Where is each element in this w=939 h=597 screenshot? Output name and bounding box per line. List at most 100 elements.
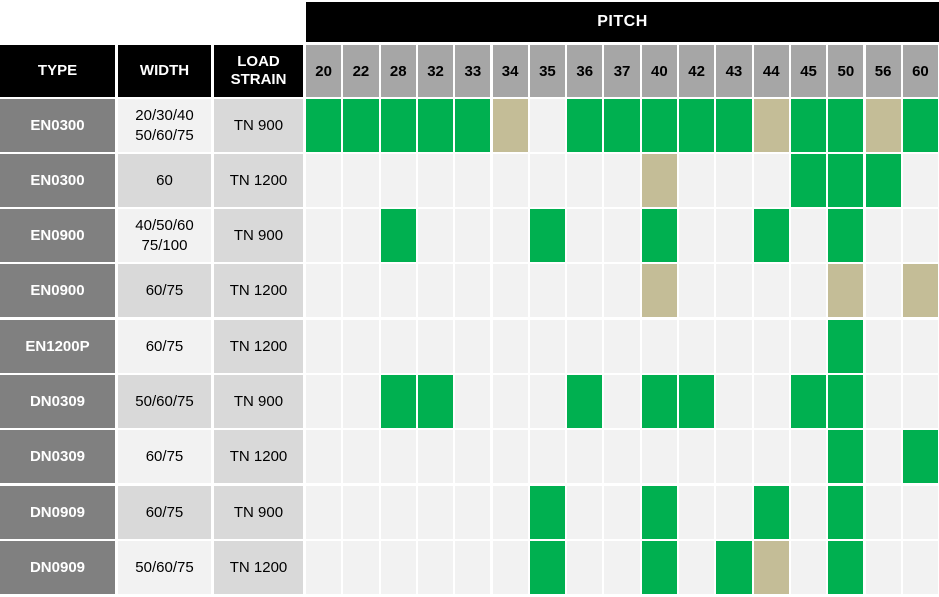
empty-cell	[865, 264, 901, 317]
empty-cell	[604, 430, 640, 483]
green-cell	[380, 99, 416, 152]
load-strain-cell: TN 1200	[214, 320, 303, 373]
empty-cell	[380, 154, 416, 207]
empty-cell	[455, 154, 491, 207]
load-strain-cell: TN 1200	[214, 541, 303, 594]
width-cell: 60/75	[118, 486, 211, 539]
empty-cell	[790, 430, 827, 483]
green-cell	[828, 486, 864, 539]
type-header: TYPE	[0, 45, 115, 97]
empty-cell	[455, 209, 491, 262]
green-cell	[828, 430, 864, 483]
type-cell: DN0909	[0, 486, 115, 539]
width-value: 75/100	[141, 236, 188, 254]
green-cell	[417, 99, 454, 152]
empty-cell	[343, 541, 379, 594]
green-cell	[567, 375, 603, 428]
empty-cell	[529, 99, 566, 152]
tan-cell	[753, 541, 789, 594]
empty-cell	[753, 430, 789, 483]
empty-cell	[679, 541, 715, 594]
pitch-header-40: 40	[641, 45, 677, 97]
empty-cell	[604, 320, 640, 373]
empty-cell	[343, 264, 379, 317]
width-cell: 60	[118, 154, 211, 207]
width-cell: 60/75	[118, 264, 211, 317]
empty-cell	[529, 320, 566, 373]
empty-cell	[492, 375, 528, 428]
empty-cell	[790, 541, 827, 594]
empty-cell	[306, 375, 342, 428]
empty-cell	[679, 154, 715, 207]
type-cell: DN0309	[0, 375, 115, 428]
empty-cell	[306, 541, 342, 594]
green-cell	[417, 375, 454, 428]
empty-cell	[492, 430, 528, 483]
green-cell	[380, 375, 416, 428]
load-strain-cell: TN 900	[214, 99, 303, 152]
empty-cell	[529, 264, 566, 317]
empty-cell	[417, 430, 454, 483]
empty-cell	[417, 486, 454, 539]
green-cell	[716, 541, 752, 594]
tan-cell	[753, 99, 789, 152]
green-cell	[828, 320, 864, 373]
pitch-header-45: 45	[790, 45, 827, 97]
width-value: 60/75	[145, 503, 184, 521]
green-cell	[567, 99, 603, 152]
green-cell	[828, 209, 864, 262]
empty-cell	[567, 430, 603, 483]
green-cell	[828, 541, 864, 594]
empty-cell	[455, 430, 491, 483]
empty-cell	[492, 541, 528, 594]
empty-cell	[417, 264, 454, 317]
green-cell	[455, 99, 491, 152]
pitch-header-34: 34	[492, 45, 528, 97]
type-cell: EN0300	[0, 99, 115, 152]
empty-cell	[641, 430, 677, 483]
empty-cell	[306, 154, 342, 207]
empty-cell	[380, 541, 416, 594]
load-label: LOAD	[237, 53, 280, 70]
type-cell: EN0900	[0, 209, 115, 262]
load-strain-cell: TN 1200	[214, 264, 303, 317]
type-cell: EN1200P	[0, 320, 115, 373]
type-cell: EN0900	[0, 264, 115, 317]
load-strain-cell: TN 1200	[214, 154, 303, 207]
empty-cell	[679, 320, 715, 373]
width-cell: 20/30/40 50/60/75	[118, 99, 211, 152]
green-cell	[828, 99, 864, 152]
green-cell	[716, 99, 752, 152]
pitch-header-36: 36	[567, 45, 603, 97]
empty-cell	[865, 375, 901, 428]
empty-cell	[343, 320, 379, 373]
green-cell	[865, 154, 901, 207]
width-cell: 40/50/60 75/100	[118, 209, 211, 262]
empty-cell	[679, 430, 715, 483]
empty-cell	[790, 264, 827, 317]
pitch-header-37: 37	[604, 45, 640, 97]
tan-cell	[492, 99, 528, 152]
empty-cell	[679, 264, 715, 317]
empty-cell	[902, 154, 939, 207]
type-cell: DN0909	[0, 541, 115, 594]
empty-cell	[902, 486, 939, 539]
empty-cell	[716, 264, 752, 317]
width-value: 50/60/75	[135, 126, 194, 144]
empty-cell	[567, 264, 603, 317]
empty-cell	[902, 541, 939, 594]
pitch-header-20: 20	[306, 45, 342, 97]
empty-cell	[679, 209, 715, 262]
empty-cell	[679, 486, 715, 539]
empty-cell	[492, 486, 528, 539]
empty-cell	[567, 209, 603, 262]
empty-cell	[716, 430, 752, 483]
empty-cell	[790, 320, 827, 373]
strain-label: STRAIN	[230, 71, 287, 88]
green-cell	[529, 541, 566, 594]
empty-cell	[604, 154, 640, 207]
empty-cell	[641, 320, 677, 373]
empty-cell	[567, 541, 603, 594]
width-value: 60/75	[145, 337, 184, 355]
empty-cell	[417, 320, 454, 373]
